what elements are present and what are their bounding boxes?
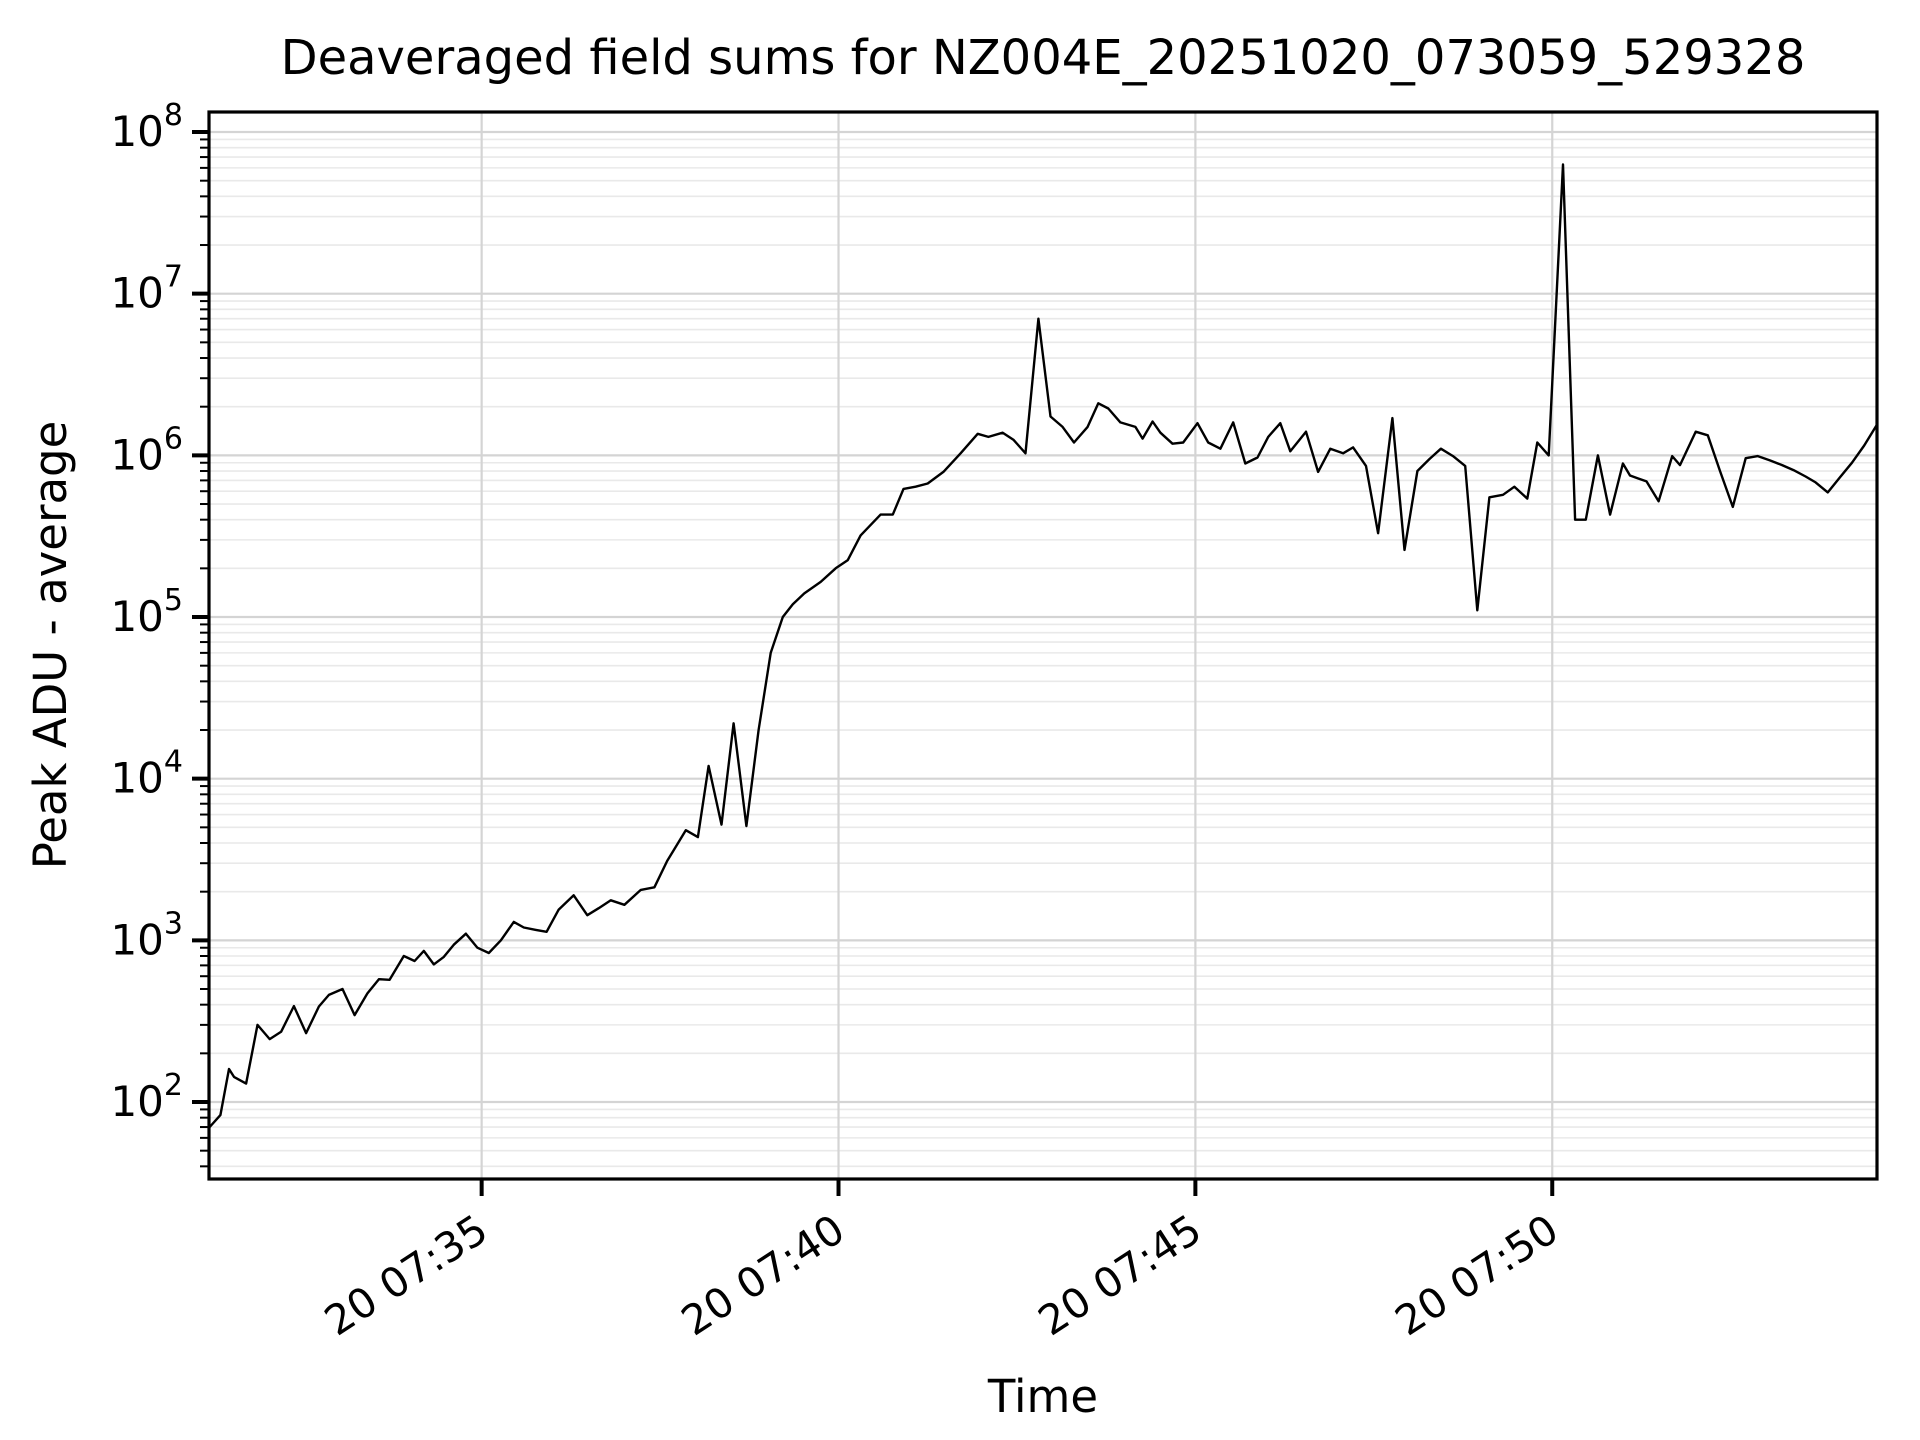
x-axis-label: Time: [987, 1370, 1098, 1423]
plot-border: [207, 110, 1879, 1181]
y-tick-label: 105: [110, 583, 183, 641]
x-tick-label: 20 07:40: [673, 1205, 853, 1345]
y-tick-label: 108: [110, 98, 183, 156]
x-tick-label: 20 07:35: [316, 1205, 496, 1345]
x-tick-label: 20 07:45: [1030, 1205, 1210, 1345]
major-gridlines: [209, 112, 1877, 1179]
axes-spines: [207, 110, 1879, 1181]
data-line: [208, 163, 1879, 1129]
axis-tick-marks: [192, 130, 1555, 1196]
y-tick-label: 103: [110, 906, 183, 964]
series-line: [208, 163, 1879, 1129]
chart-title: Deaveraged field sums for NZ004E_2025102…: [281, 30, 1806, 86]
y-axis-label: Peak ADU - average: [24, 421, 77, 870]
y-tick-label: 102: [110, 1068, 183, 1126]
y-tick-label: 104: [110, 745, 183, 803]
x-tick-label: 20 07:50: [1387, 1205, 1567, 1345]
y-tick-label: 106: [110, 421, 183, 479]
y-tick-label: 107: [110, 260, 183, 318]
